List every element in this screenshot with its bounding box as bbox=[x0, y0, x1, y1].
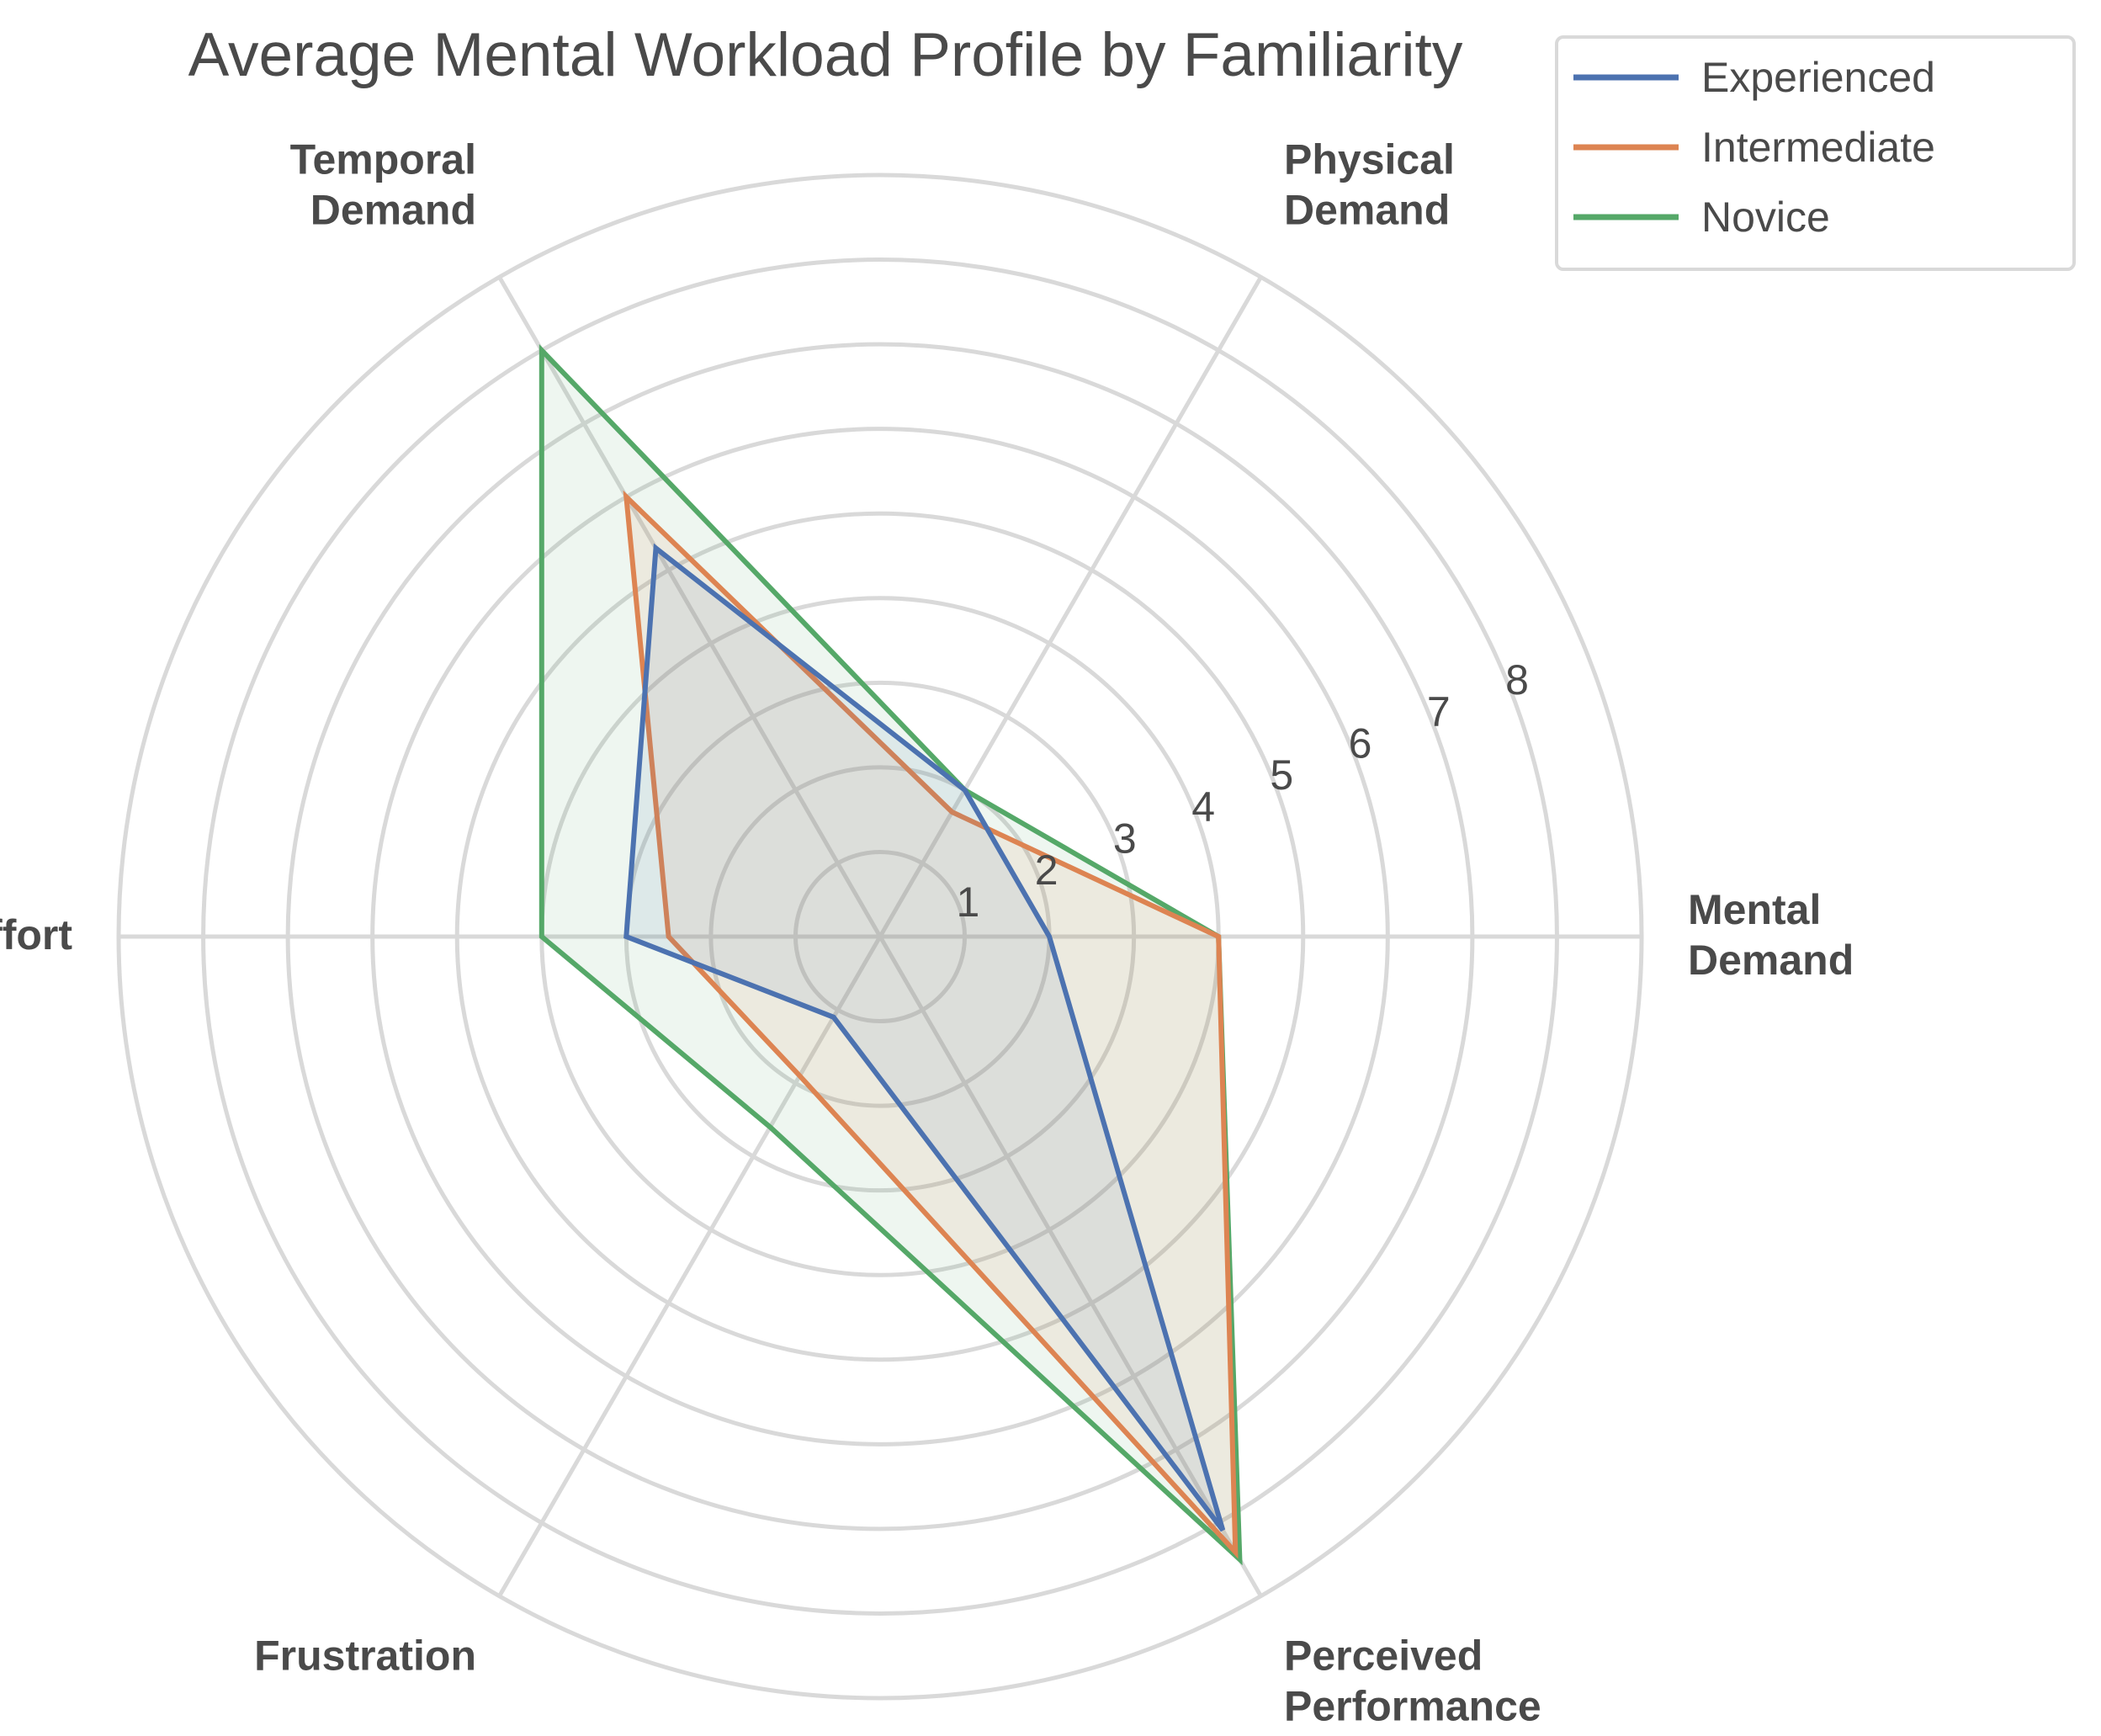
polar-grid bbox=[116, 173, 1644, 1701]
series-fill-intermediate bbox=[626, 496, 1236, 1553]
grid-spoke bbox=[497, 935, 883, 1598]
legend-item-experienced[interactable]: Experienced bbox=[1701, 54, 1935, 101]
axis-labels: MentalDemandPhysicalDemandTemporalDemand… bbox=[0, 136, 1854, 1730]
grid-spoke bbox=[878, 275, 1263, 938]
axis-label: Performance bbox=[1284, 1682, 1541, 1729]
chart-title: Average Mental Workload Profile by Famil… bbox=[188, 21, 1463, 89]
axis-label: Demand bbox=[310, 187, 476, 234]
series-layer bbox=[539, 343, 1243, 1566]
tick-label: 4 bbox=[1191, 783, 1215, 831]
legend-item-intermediate[interactable]: Intermediate bbox=[1701, 124, 1935, 171]
series-line-experienced bbox=[623, 543, 1226, 1532]
series-fill-novice bbox=[541, 350, 1240, 1560]
tick-label: 5 bbox=[1270, 751, 1293, 799]
axis-label: Temporal bbox=[290, 136, 476, 183]
axis-label: Mental bbox=[1688, 886, 1821, 933]
axis-label: Effort bbox=[0, 911, 72, 958]
legend-box bbox=[1555, 35, 2076, 271]
grid-spoke bbox=[878, 935, 1263, 1598]
legend[interactable]: Experienced Intermediate Novice bbox=[1555, 35, 2076, 271]
axis-label: Demand bbox=[1688, 937, 1854, 984]
tick-label: 6 bbox=[1349, 720, 1372, 767]
axis-label: Frustration bbox=[254, 1632, 476, 1679]
series-fill-experienced bbox=[626, 548, 1223, 1531]
axis-label: Perceived bbox=[1284, 1632, 1483, 1679]
series-line-intermediate bbox=[623, 490, 1239, 1559]
tick-label: 8 bbox=[1505, 656, 1529, 703]
grid-spoke bbox=[497, 275, 883, 938]
tick-label: 3 bbox=[1113, 815, 1137, 863]
legend-item-novice[interactable]: Novice bbox=[1701, 194, 1830, 241]
tick-label: 7 bbox=[1427, 688, 1451, 735]
tick-label: 1 bbox=[956, 879, 979, 926]
axis-label: Physical bbox=[1284, 136, 1455, 183]
axis-label: Demand bbox=[1284, 187, 1450, 234]
radial-tick-labels: 1 2 3 4 5 6 7 8 bbox=[956, 656, 1528, 926]
tick-label: 2 bbox=[1035, 847, 1058, 894]
